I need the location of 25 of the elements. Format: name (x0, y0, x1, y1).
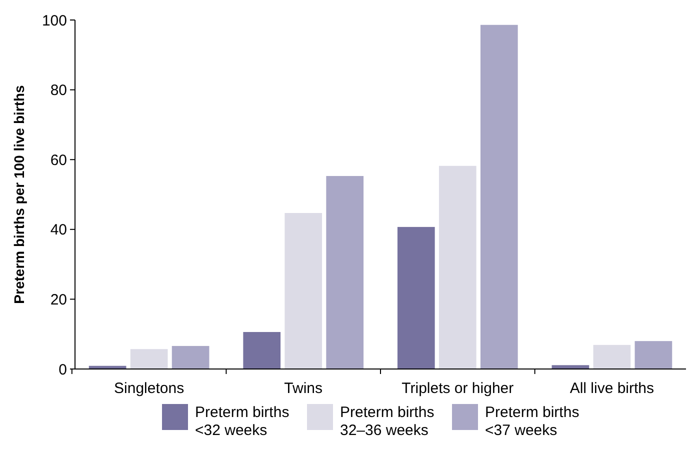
bar (130, 349, 168, 369)
y-tick-label: 100 (42, 12, 67, 30)
bar (593, 344, 631, 369)
bar (397, 226, 435, 369)
bar (243, 332, 281, 369)
legend-label: Preterm births <37 weeks (485, 404, 580, 439)
x-tick-label: All live births (570, 380, 654, 397)
bar (552, 365, 590, 369)
bar (326, 176, 364, 369)
y-tick-label: 40 (50, 222, 67, 239)
legend-label: Preterm births <32 weeks (195, 404, 290, 439)
x-tick-label: Singletons (114, 380, 184, 397)
legend-label: Preterm births 32–36 weeks (340, 404, 434, 439)
bar (634, 341, 672, 369)
x-tick-label: Twins (284, 380, 323, 397)
y-axis-title: Preterm births per 100 live births (11, 84, 27, 304)
bar (284, 212, 322, 369)
y-tick-label: 20 (50, 291, 67, 308)
bar (438, 166, 476, 369)
y-tick-label: 0 (58, 361, 67, 378)
bar (172, 346, 210, 369)
x-tick-label: Triplets or higher (402, 380, 514, 397)
bar (480, 24, 518, 369)
y-tick-label: 60 (50, 152, 67, 169)
y-tick-label: 80 (50, 82, 67, 100)
